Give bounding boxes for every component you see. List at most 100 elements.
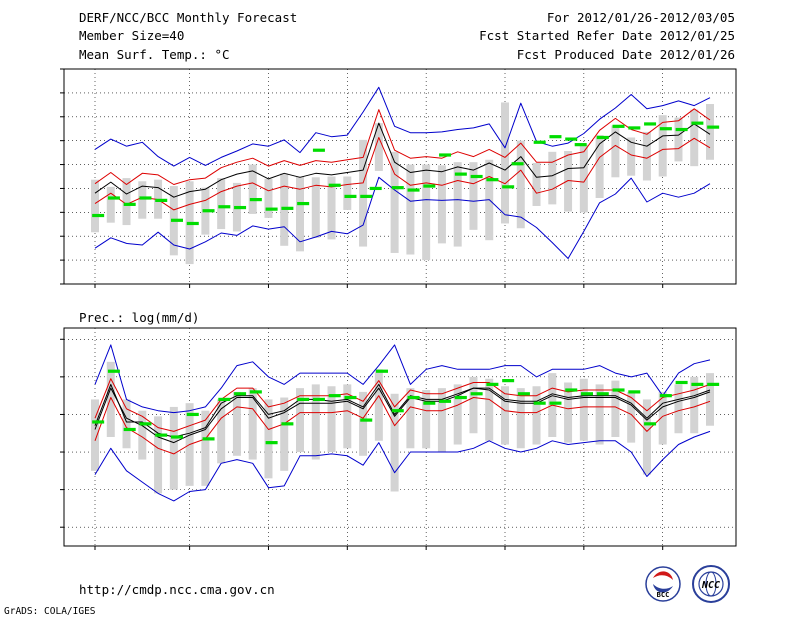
precip-forecast-marker [470,392,483,396]
temp-forecast-marker [565,137,578,141]
temp-spread-bar [706,104,714,160]
temp-spread-bar [296,176,304,252]
temp-forecast-marker [391,186,404,190]
temp-forecast-marker [644,122,657,126]
precip-spread-bar [201,410,210,486]
temp-forecast-marker [344,194,357,199]
figure-title: DERF/NCC/BCC Monthly Forecast [79,10,297,25]
temp-forecast-marker [155,198,168,202]
precip-spread-bar [469,376,478,434]
precip-spread-bar [248,388,257,460]
precip-forecast-marker [439,399,452,403]
temp-spread-bar [343,176,352,210]
temp-min-line [94,176,711,259]
temp-forecast-marker [675,127,688,132]
precip-upper-line [94,378,711,432]
temp-spread-bar [406,164,415,255]
temp-spread-bar [217,178,226,230]
precip-spread-bar [516,388,525,449]
precip-forecast-marker [391,409,404,413]
temp-spread-bar [374,123,383,171]
precip-spread-bar [280,397,289,471]
temp-forecast-marker [92,213,105,218]
temp-plot-frame [63,68,737,285]
precip-forecast-marker [376,369,388,373]
precip-forecast-marker [691,382,704,386]
precip-forecast-marker [281,422,294,426]
precip-spread-bar [374,369,383,441]
temp-forecast-marker [369,186,382,191]
temp-forecast-marker [171,218,183,222]
bcc-logo-ring [645,566,681,602]
precip-spread-bar [390,393,399,492]
precip-forecast-marker [360,418,373,422]
temp-spread-bar [122,178,131,226]
temp-forecast-marker [423,184,436,188]
precip-forecast-marker [612,388,625,392]
precip-forecast-marker [155,433,168,437]
temp-spread-bar [564,151,573,212]
temp-forecast-marker [612,124,625,128]
precip-spread-bar [296,388,304,453]
precip-forecast-marker [644,422,657,426]
temp-forecast-marker [454,172,467,176]
temp-forecast-marker [486,178,499,182]
precip-forecast-marker [218,397,231,402]
temp-forecast-marker [249,197,262,202]
ncc-logo-ring [692,565,730,603]
temp-forecast-marker [502,185,515,189]
precip-lower-line [94,395,711,455]
precip-spread-bar [122,399,131,449]
precip-spread-bar [217,399,226,464]
precip-spread-bar [264,399,273,479]
forecast-period: For 2012/01/26-2012/03/05 [547,10,735,25]
precip-forecast-marker [92,420,105,424]
temp-forecast-marker [596,135,609,140]
temp-forecast-marker [123,202,136,206]
bcc-logo-swirl-2 [653,584,673,593]
temp-spread-bar [453,162,462,247]
precip-spread-bar [611,380,620,437]
temp-spread-bar [390,151,399,253]
precip-forecast-marker [628,390,641,394]
precip-forecast-marker [328,394,341,398]
precip-forecast-marker [659,394,672,398]
precip-forecast-marker [234,392,247,396]
precip-forecast-marker [265,441,278,445]
precip-spread-bar [642,399,651,475]
temp-forecast-marker [533,140,546,144]
source-url: http://cmdp.ncc.cma.gov.cn [79,582,275,597]
precip-spread-bar [406,388,415,449]
temp-forecast-marker [549,135,562,139]
precip-spread-bar [327,386,336,453]
precip-spread-bar [674,384,683,434]
precip-min-line [94,430,711,502]
precip-forecast-marker [202,437,215,441]
temp-spread-bar [532,162,541,206]
precip-spread-bar [501,386,509,445]
temp-spread-bar [501,102,509,224]
temp-forecast-marker [574,143,587,147]
temp-forecast-marker [218,205,231,209]
precip-forecast-marker [565,388,578,392]
precip-forecast-marker [596,392,609,396]
temp-spread-bar [627,137,636,176]
temp-forecast-marker [407,188,420,192]
precip-spread-bar [579,378,588,441]
precip-forecast-marker [486,382,499,386]
precip-spread-bar [658,391,667,445]
precip-forecast-marker [675,380,688,385]
member-size-label: Member Size=40 [79,28,184,43]
temp-spread-bar [595,135,604,198]
temp-spread-bar [248,164,257,214]
temp-spread-bar [91,179,99,233]
variable-label: Mean Surf. Temp.: °C [79,47,230,62]
temp-forecast-marker [186,221,199,226]
precip-spread-bar [154,416,163,494]
temp-forecast-marker [234,205,247,210]
temp-spread-bar [359,139,368,247]
precip-forecast-marker [297,397,310,402]
temp-lower-line [94,137,711,211]
precip-spread-bar [437,388,446,453]
precip-spread-bar [138,410,147,460]
